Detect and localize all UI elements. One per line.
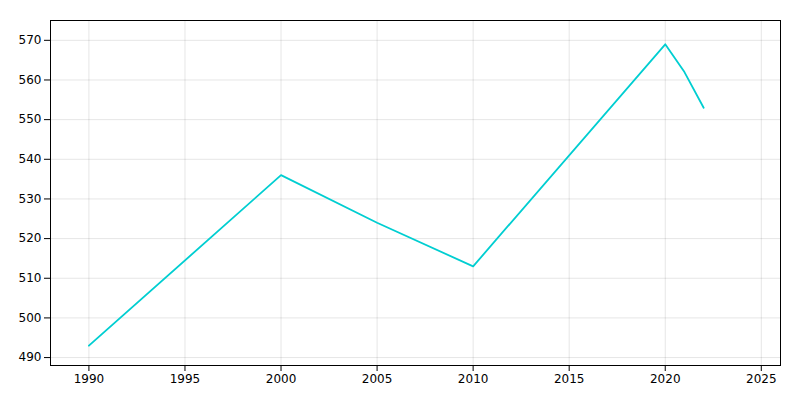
svg-text:530: 530 bbox=[19, 192, 42, 206]
svg-text:2015: 2015 bbox=[554, 372, 585, 386]
svg-text:2005: 2005 bbox=[362, 372, 393, 386]
svg-text:510: 510 bbox=[19, 271, 42, 285]
svg-text:540: 540 bbox=[19, 152, 42, 166]
svg-text:490: 490 bbox=[19, 350, 42, 364]
svg-text:570: 570 bbox=[19, 33, 42, 47]
svg-text:2020: 2020 bbox=[650, 372, 681, 386]
svg-text:500: 500 bbox=[19, 311, 42, 325]
svg-text:2000: 2000 bbox=[266, 372, 297, 386]
svg-text:550: 550 bbox=[19, 112, 42, 126]
svg-text:1990: 1990 bbox=[74, 372, 105, 386]
svg-text:520: 520 bbox=[19, 231, 42, 245]
svg-text:2025: 2025 bbox=[746, 372, 777, 386]
svg-text:2010: 2010 bbox=[458, 372, 489, 386]
svg-text:560: 560 bbox=[19, 73, 42, 87]
svg-text:1995: 1995 bbox=[170, 372, 201, 386]
